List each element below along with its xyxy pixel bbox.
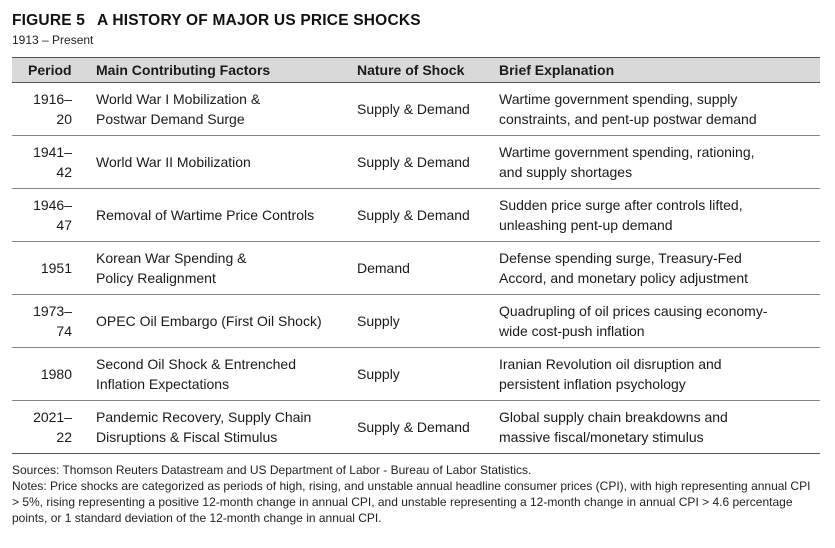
cell-factors: Second Oil Shock & Entrenched Inflation …	[96, 356, 297, 392]
figure: FIGURE 5 A HISTORY OF MAJOR US PRICE SHO…	[12, 10, 820, 526]
figure-title-text: A HISTORY OF MAJOR US PRICE SHOCKS	[97, 12, 421, 29]
table-header: Period Main Contributing Factors Nature …	[12, 58, 820, 83]
cell-period: 1946–47	[33, 197, 72, 233]
cell-period: 1951	[40, 260, 72, 276]
cell-nature: Supply & Demand	[357, 419, 470, 435]
cell-period: 1916–20	[33, 91, 72, 127]
figure-number: FIGURE 5	[12, 12, 86, 29]
cell-period: 2021–22	[33, 409, 72, 445]
header-explanation: Brief Explanation	[499, 62, 615, 78]
cell-explanation: Sudden price surge after controls lifted…	[499, 197, 743, 233]
table-row: 1973–74 OPEC Oil Embargo (First Oil Shoc…	[12, 295, 820, 348]
cell-factors: World War I Mobilization & Postwar Deman…	[96, 91, 261, 127]
cell-factors: Korean War Spending & Policy Realignment	[96, 250, 247, 286]
cell-explanation: Wartime government spending, supply cons…	[499, 91, 757, 127]
cell-explanation: Iranian Revolution oil disruption and pe…	[499, 356, 722, 392]
cell-nature: Supply	[357, 366, 400, 382]
sources-note: Sources: Thomson Reuters Datastream and …	[12, 463, 532, 477]
cell-nature: Demand	[357, 260, 410, 276]
price-shocks-table: Period Main Contributing Factors Nature …	[12, 57, 820, 454]
header-nature: Nature of Shock	[357, 62, 465, 78]
table-row: 1951 Korean War Spending & Policy Realig…	[12, 242, 820, 295]
header-factors: Main Contributing Factors	[96, 62, 271, 78]
footnotes: Sources: Thomson Reuters Datastream and …	[12, 462, 812, 526]
notes-text: Notes: Price shocks are categorized as p…	[12, 479, 811, 525]
cell-explanation: Wartime government spending, rationing, …	[499, 144, 755, 180]
cell-factors: World War II Mobilization	[96, 154, 251, 170]
cell-nature: Supply & Demand	[357, 207, 470, 223]
cell-period: 1973–74	[33, 303, 72, 339]
cell-period: 1941–42	[33, 144, 72, 180]
cell-factors: Pandemic Recovery, Supply Chain Disrupti…	[96, 409, 312, 445]
cell-factors: Removal of Wartime Price Controls	[96, 207, 315, 223]
cell-explanation: Defense spending surge, Treasury-Fed Acc…	[499, 250, 749, 286]
cell-factors: OPEC Oil Embargo (First Oil Shock)	[96, 313, 322, 329]
cell-nature: Supply & Demand	[357, 154, 470, 170]
cell-explanation: Global supply chain breakdowns and massi…	[499, 409, 728, 445]
table-row: 1980 Second Oil Shock & Entrenched Infla…	[12, 348, 820, 401]
table-row: 1941–42 World War II Mobilization Supply…	[12, 136, 820, 189]
table-row: 1946–47 Removal of Wartime Price Control…	[12, 189, 820, 242]
figure-title: FIGURE 5 A HISTORY OF MAJOR US PRICE SHO…	[12, 10, 820, 32]
cell-nature: Supply & Demand	[357, 101, 470, 117]
table-row: 1916–20 World War I Mobilization & Postw…	[12, 83, 820, 136]
cell-explanation: Quadrupling of oil prices causing econom…	[499, 303, 768, 339]
table-row: 2021–22 Pandemic Recovery, Supply Chain …	[12, 401, 820, 453]
cell-nature: Supply	[357, 313, 400, 329]
header-period: Period	[28, 62, 72, 78]
cell-period: 1980	[40, 366, 72, 382]
figure-subtitle: 1913 – Present	[12, 33, 94, 47]
